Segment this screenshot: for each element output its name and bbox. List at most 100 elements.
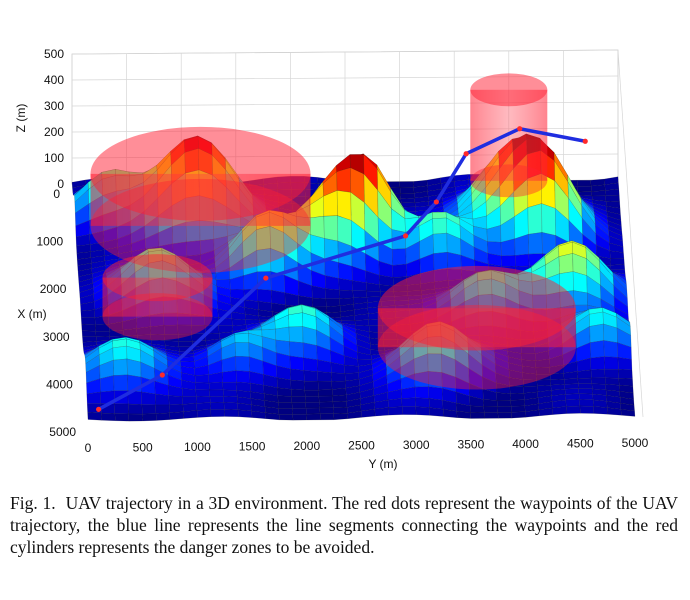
- terrain-cell: [336, 190, 352, 221]
- terrain-cell: [620, 409, 636, 417]
- terrain-cell: [114, 413, 130, 422]
- terrain-cell: [141, 404, 157, 415]
- z-tick-label: 200: [44, 125, 64, 139]
- terrain-cell: [603, 340, 619, 358]
- terrain-cell: [563, 378, 579, 385]
- waypoint-dot: [159, 372, 165, 378]
- terrain-cell: [113, 374, 128, 391]
- terrain-cell: [604, 368, 619, 379]
- terrain-cell: [577, 369, 592, 379]
- terrain-cell: [128, 403, 143, 415]
- trajectory-line: [97, 126, 586, 411]
- terrain-cell: [81, 324, 96, 332]
- z-tick-label: 100: [44, 151, 64, 165]
- terrain-cell: [303, 357, 318, 372]
- terrain-cell: [333, 413, 348, 420]
- terrain-cell: [317, 371, 332, 382]
- terrain-cell: [275, 326, 290, 342]
- terrain-cell: [415, 406, 431, 416]
- terrain-cell: [231, 318, 247, 326]
- terrain-cell: [509, 385, 525, 394]
- terrain-cell: [470, 412, 485, 419]
- terrain-cell: [591, 377, 606, 385]
- terrain-cell: [496, 392, 511, 401]
- terrain-cell: [617, 357, 633, 371]
- terrain-cell: [210, 409, 225, 417]
- terrain-cell: [392, 248, 407, 266]
- terrain-cell: [469, 405, 485, 413]
- terrain-cell: [81, 317, 96, 326]
- figure-3d-plot: 0 100 200 300 400 500 0 1000 2000 3000 4000 5000 0…: [14, 47, 649, 471]
- terrain-cell: [319, 407, 334, 415]
- terrain-cell: [234, 333, 249, 343]
- terrain-cell: [305, 407, 321, 415]
- terrain-cell: [305, 395, 320, 403]
- terrain-cell: [277, 387, 292, 397]
- terrain-cell: [289, 355, 305, 371]
- terrain-cell: [155, 412, 171, 421]
- terrain-cell: [514, 253, 530, 267]
- terrain-cell: [292, 413, 307, 421]
- y-tick-label: 3500: [458, 438, 485, 452]
- z-tick-label: 0: [57, 177, 64, 191]
- terrain-cell: [325, 288, 340, 300]
- terrain-cell: [497, 412, 513, 419]
- terrain-cell: [564, 388, 580, 395]
- terrain-cell: [610, 264, 625, 271]
- waypoint-dot: [433, 199, 439, 205]
- danger-zone-cylinders: [90, 73, 576, 390]
- terrain-cell: [604, 356, 619, 370]
- z-tick-label: 500: [44, 47, 64, 61]
- gridline-edge: [617, 49, 644, 418]
- terrain-cell: [235, 370, 251, 384]
- terrain-cell: [290, 368, 305, 382]
- terrain-cell: [95, 330, 110, 337]
- terrain-cell: [306, 413, 321, 421]
- terrain-cell: [497, 406, 512, 413]
- terrain-cell: [178, 341, 193, 348]
- terrain-cell: [168, 395, 184, 406]
- terrain-cell: [290, 389, 306, 397]
- terrain-cell: [323, 215, 339, 242]
- terrain-cell: [352, 290, 368, 299]
- terrain-cell: [235, 356, 250, 372]
- terrain-cell: [209, 389, 224, 397]
- terrain-cell: [237, 409, 253, 418]
- terrain-cell: [496, 400, 512, 407]
- terrain-cell: [257, 289, 272, 304]
- x-tick-label: 4000: [46, 377, 73, 391]
- terrain-cell: [155, 393, 170, 406]
- caption-text: UAV trajectory in a 3D environment. The …: [10, 493, 678, 557]
- terrain-cell: [552, 406, 567, 415]
- terrain-cell: [113, 358, 128, 376]
- terrain-cell: [331, 372, 346, 382]
- terrain-cell: [610, 258, 625, 266]
- terrain-cell: [222, 381, 237, 391]
- terrain-cell: [590, 356, 605, 371]
- terrain-cell: [196, 402, 211, 411]
- y-axis-ticks: 0 500 1000 1500 2000 2500 3000 3500 4000 4500 5000: [85, 436, 649, 455]
- terrain-cell: [318, 395, 334, 403]
- terrain-cell: [577, 377, 593, 384]
- terrain-cell: [222, 389, 238, 398]
- y-tick-label: 4500: [567, 437, 594, 451]
- terrain-cell: [565, 399, 581, 407]
- terrain-cell: [550, 379, 565, 386]
- terrain-cell: [235, 342, 250, 357]
- terrain-cell: [195, 382, 210, 391]
- terrain-cell: [528, 232, 543, 255]
- terrain-cell: [428, 398, 444, 410]
- terrain-cell: [209, 396, 225, 403]
- terrain-cell: [224, 409, 239, 417]
- terrain-cell: [354, 319, 370, 326]
- x-axis-ticks: 0 1000 2000 3000 4000 5000: [36, 187, 76, 439]
- terrain-cell: [128, 413, 143, 422]
- terrain-cell: [414, 386, 430, 399]
- terrain-cell: [483, 406, 498, 413]
- terrain-cell: [527, 203, 543, 235]
- terrain-cell: [428, 386, 443, 401]
- danger-zone-cylinder: [102, 254, 213, 341]
- terrain-cell: [366, 290, 381, 298]
- terrain-cell: [278, 402, 293, 409]
